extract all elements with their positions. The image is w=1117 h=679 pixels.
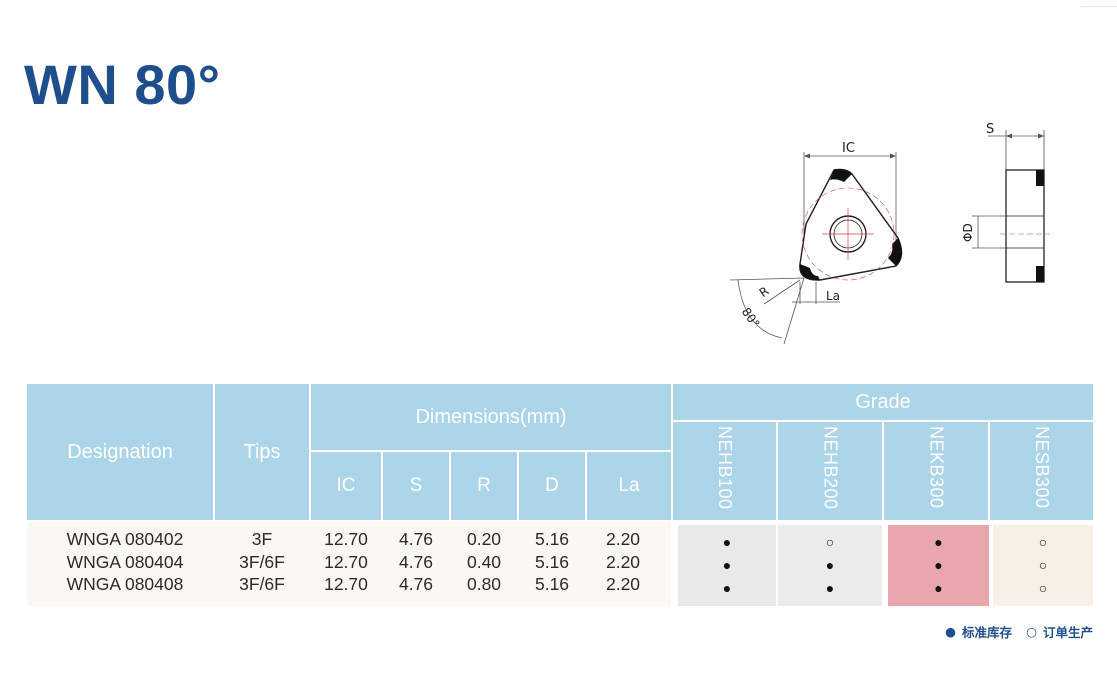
insert-drawing: IC 80° R La S (720, 118, 1060, 358)
table-row-2-ic: 12.70 (324, 551, 368, 572)
grade-mark-r3: ● (825, 580, 835, 596)
page-title: WN 80° (24, 53, 221, 116)
grade-mark-r1: ● (722, 534, 732, 550)
corner-mark (1081, 0, 1117, 7)
table-row-1-la: 2.20 (605, 529, 641, 549)
table-row-2-d: 5.16 (534, 551, 570, 572)
col-designation: WNGA 080402 WNGA 080404 WNGA 080408 (27, 528, 223, 596)
table-row-3-s: 4.76 (398, 574, 434, 594)
grade-mark-r2: ● (934, 557, 943, 573)
col-d: 5.16 5.16 5.16 (519, 528, 585, 596)
header-designation-label: Designation (67, 440, 173, 463)
filled-dot-icon: ● (945, 624, 957, 639)
table-row-3-ic: 12.70 (324, 574, 368, 594)
header-tips: Tips (215, 384, 309, 520)
grade-nehb200-label: NEHB200 (820, 426, 841, 510)
table-row-2-la: 2.20 (605, 551, 641, 572)
grade-nesb300-label: NESB300 (1032, 426, 1052, 509)
grade-mark-r1: ○ (825, 534, 835, 550)
legend-item-order: ○ 订单生产 (1026, 622, 1093, 641)
table-row-2-designation: WNGA 080404 (66, 551, 184, 572)
table-body-bg (27, 522, 671, 606)
header-dimensions-label: Dimensions(mm) (415, 405, 567, 428)
table-row-1-r: 0.20 (466, 529, 502, 549)
table-row-2-s: 4.76 (398, 551, 434, 572)
header-grade: Grade (673, 384, 1093, 420)
table-row-1-s: 4.76 (398, 529, 434, 549)
table-row-3-designation: WNGA 080408 (66, 574, 184, 594)
dim-d-label: D (545, 475, 559, 496)
header-grade-nekb300: NEKB300 (884, 422, 988, 520)
table-row-3-tips: 3F/6F (239, 574, 285, 594)
grade-mark-r1: ● (934, 534, 943, 550)
dim-s-label: S (409, 475, 423, 496)
grade-mark-r3: ○ (1038, 580, 1048, 596)
grade-mark-r3: ● (722, 580, 732, 596)
table-row-2-r: 0.40 (466, 551, 502, 572)
table-row-1-designation: WNGA 080402 (66, 529, 184, 549)
grade-col-nekb300: ● ● ● (888, 525, 989, 606)
table-row-3-d: 5.16 (534, 574, 570, 594)
table-row-2-tips: 3F/6F (239, 551, 285, 572)
col-la: 2.20 2.20 2.20 (587, 528, 659, 596)
header-dim-d: D (519, 452, 585, 520)
header-designation: Designation (27, 384, 213, 520)
grade-nehb100-label: NEHB100 (715, 426, 735, 510)
dim-la-label: La (618, 475, 640, 496)
legend-item-stock: ● 标准库存 (945, 622, 1012, 641)
header-dim-s: S (383, 452, 449, 520)
grade-nekb300-label: NEKB300 (926, 426, 947, 509)
header-dimensions: Dimensions(mm) (311, 384, 671, 450)
header-grade-nehb100: NEHB100 (673, 422, 776, 520)
grade-mark-r2: ○ (1038, 557, 1048, 573)
grade-mark-r1: ○ (1038, 534, 1048, 550)
label-s: S (986, 122, 994, 137)
table-row-3-r: 0.80 (466, 574, 502, 594)
label-r: R (757, 284, 772, 300)
grade-mark-r2: ● (825, 557, 835, 573)
label-phid: ΦD (961, 223, 975, 242)
col-tips: 3F 3F/6F 3F/6F (215, 528, 309, 596)
header-grade-label: Grade (855, 390, 911, 413)
table-row-3-la: 2.20 (605, 574, 641, 594)
header-grade-nesb300: NESB300 (990, 422, 1093, 520)
header-dim-la: La (587, 452, 671, 520)
col-r: 0.20 0.40 0.80 (451, 528, 517, 596)
header-grade-nehb200: NEHB200 (778, 422, 882, 520)
label-la: La (826, 289, 840, 303)
grade-col-nehb200: ○ ● ● (778, 525, 882, 606)
col-s: 4.76 4.76 4.76 (383, 528, 449, 596)
table-row-1-d: 5.16 (534, 529, 570, 549)
grade-mark-r2: ● (722, 557, 732, 573)
dim-r-label: R (477, 475, 491, 496)
table-row-1-tips: 3F (251, 529, 273, 549)
col-ic: 12.70 12.70 12.70 (311, 528, 381, 596)
grade-mark-r3: ● (934, 580, 943, 596)
header-dim-ic: IC (311, 452, 381, 520)
header-tips-label: Tips (243, 440, 281, 463)
dim-ic-label: IC (336, 475, 356, 496)
header-dim-r: R (451, 452, 517, 520)
insert-diagram: IC 80° R La S (729, 122, 1050, 345)
legend: ● 标准库存 ○ 订单生产 (945, 622, 1093, 641)
grade-col-nesb300: ○ ○ ○ (993, 525, 1093, 606)
table-row-1-ic: 12.70 (324, 529, 368, 549)
legend-label-stock: 标准库存 (962, 625, 1013, 640)
hollow-dot-icon: ○ (1026, 624, 1037, 639)
legend-label-order: 订单生产 (1042, 625, 1093, 640)
label-ic: IC (842, 141, 855, 156)
grade-col-nehb100: ● ● ● (678, 525, 776, 606)
